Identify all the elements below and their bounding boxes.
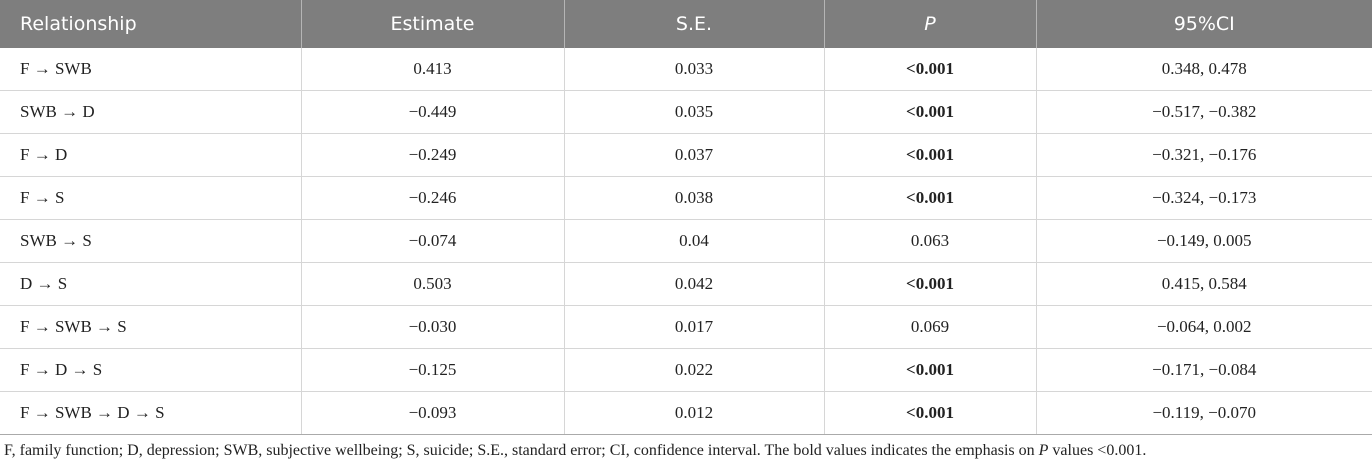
- table-cell: −0.249: [300, 133, 564, 177]
- table-cell: −0.171, −0.084: [1035, 348, 1372, 392]
- table-cell: F → D: [0, 133, 301, 177]
- table-cell: 0.503: [300, 262, 564, 306]
- table-row: SWB → S −0.074 0.04 0.063 −0.149, 0.005: [0, 219, 1372, 263]
- table-cell: −0.125: [300, 348, 564, 392]
- table-cell: 0.012: [563, 391, 824, 435]
- table-row: F → D → S −0.125 0.022 <0.001 −0.171, −0.084: [0, 348, 1372, 392]
- table-cell: −0.064, 0.002: [1035, 305, 1372, 349]
- table-cell: −0.093: [300, 391, 564, 435]
- table-cell: <0.001: [823, 133, 1036, 177]
- table-cell: SWB → S: [0, 219, 301, 263]
- table-cell: SWB → D: [0, 90, 301, 134]
- table-cell: −0.149, 0.005: [1035, 219, 1372, 263]
- table-cell: 0.069: [823, 305, 1036, 349]
- table-cell: <0.001: [823, 90, 1036, 134]
- table-row: F → SWB 0.413 0.033 <0.001 0.348, 0.478: [0, 48, 1372, 91]
- table-cell: 0.035: [563, 90, 824, 134]
- header-cell: Estimate: [300, 0, 564, 48]
- table-cell: 0.04: [563, 219, 824, 263]
- table-cell: F → SWB: [0, 48, 301, 91]
- table-cell: F → SWB → D → S: [0, 391, 301, 435]
- table-cell: 0.038: [563, 176, 824, 220]
- table-cell: 0.017: [563, 305, 824, 349]
- table-cell: −0.074: [300, 219, 564, 263]
- results-table: Relationship Estimate S.E. P 95%CI F → SWB 0.…: [0, 0, 1372, 435]
- table-cell: <0.001: [823, 48, 1036, 91]
- table-body: F → SWB 0.413 0.033 <0.001 0.348, 0.478 SWB →…: [0, 48, 1372, 435]
- table-cell: 0.037: [563, 133, 824, 177]
- table-cell: −0.517, −0.382: [1035, 90, 1372, 134]
- header-row: Relationship Estimate S.E. P 95%CI: [0, 0, 1372, 48]
- table-cell: <0.001: [823, 391, 1036, 435]
- footnote-text: values <0.001.: [1048, 442, 1147, 459]
- table-cell: <0.001: [823, 348, 1036, 392]
- footnote-text: P: [1038, 442, 1049, 459]
- table-cell: −0.246: [300, 176, 564, 220]
- table-cell: 0.033: [563, 48, 824, 91]
- header-cell: S.E.: [563, 0, 824, 48]
- header-cell: Relationship: [0, 0, 301, 48]
- table-cell: 0.022: [563, 348, 824, 392]
- table-row: F → D −0.249 0.037 <0.001 −0.321, −0.176: [0, 133, 1372, 177]
- table-cell: <0.001: [823, 176, 1036, 220]
- table-cell: F → SWB → S: [0, 305, 301, 349]
- table-cell: −0.321, −0.176: [1035, 133, 1372, 177]
- footnote-text: F, family function; D, depression; SWB, …: [4, 442, 1039, 459]
- header-cell: P: [823, 0, 1036, 48]
- header-cell: 95%CI: [1035, 0, 1372, 48]
- table-cell: F → S: [0, 176, 301, 220]
- table-cell: −0.030: [300, 305, 564, 349]
- footnote: F, family function; D, depression; SWB, …: [4, 442, 1372, 460]
- table-cell: 0.348, 0.478: [1035, 48, 1372, 91]
- table-row: F → S −0.246 0.038 <0.001 −0.324, −0.173: [0, 176, 1372, 220]
- table-cell: −0.449: [300, 90, 564, 134]
- table-cell: D → S: [0, 262, 301, 306]
- table-cell: 0.042: [563, 262, 824, 306]
- table-cell: 0.415, 0.584: [1035, 262, 1372, 306]
- table-row: SWB → D −0.449 0.035 <0.001 −0.517, −0.382: [0, 90, 1372, 134]
- table-row: F → SWB → D → S −0.093 0.012 <0.001 −0.119, …: [0, 391, 1372, 435]
- table-row: F → SWB → S −0.030 0.017 0.069 −0.064, 0.002: [0, 305, 1372, 349]
- table-cell: <0.001: [823, 262, 1036, 306]
- table-cell: −0.119, −0.070: [1035, 391, 1372, 435]
- table-cell: 0.063: [823, 219, 1036, 263]
- table-cell: −0.324, −0.173: [1035, 176, 1372, 220]
- table-cell: 0.413: [300, 48, 564, 91]
- table-cell: F → D → S: [0, 348, 301, 392]
- table-row: D → S 0.503 0.042 <0.001 0.415, 0.584: [0, 262, 1372, 306]
